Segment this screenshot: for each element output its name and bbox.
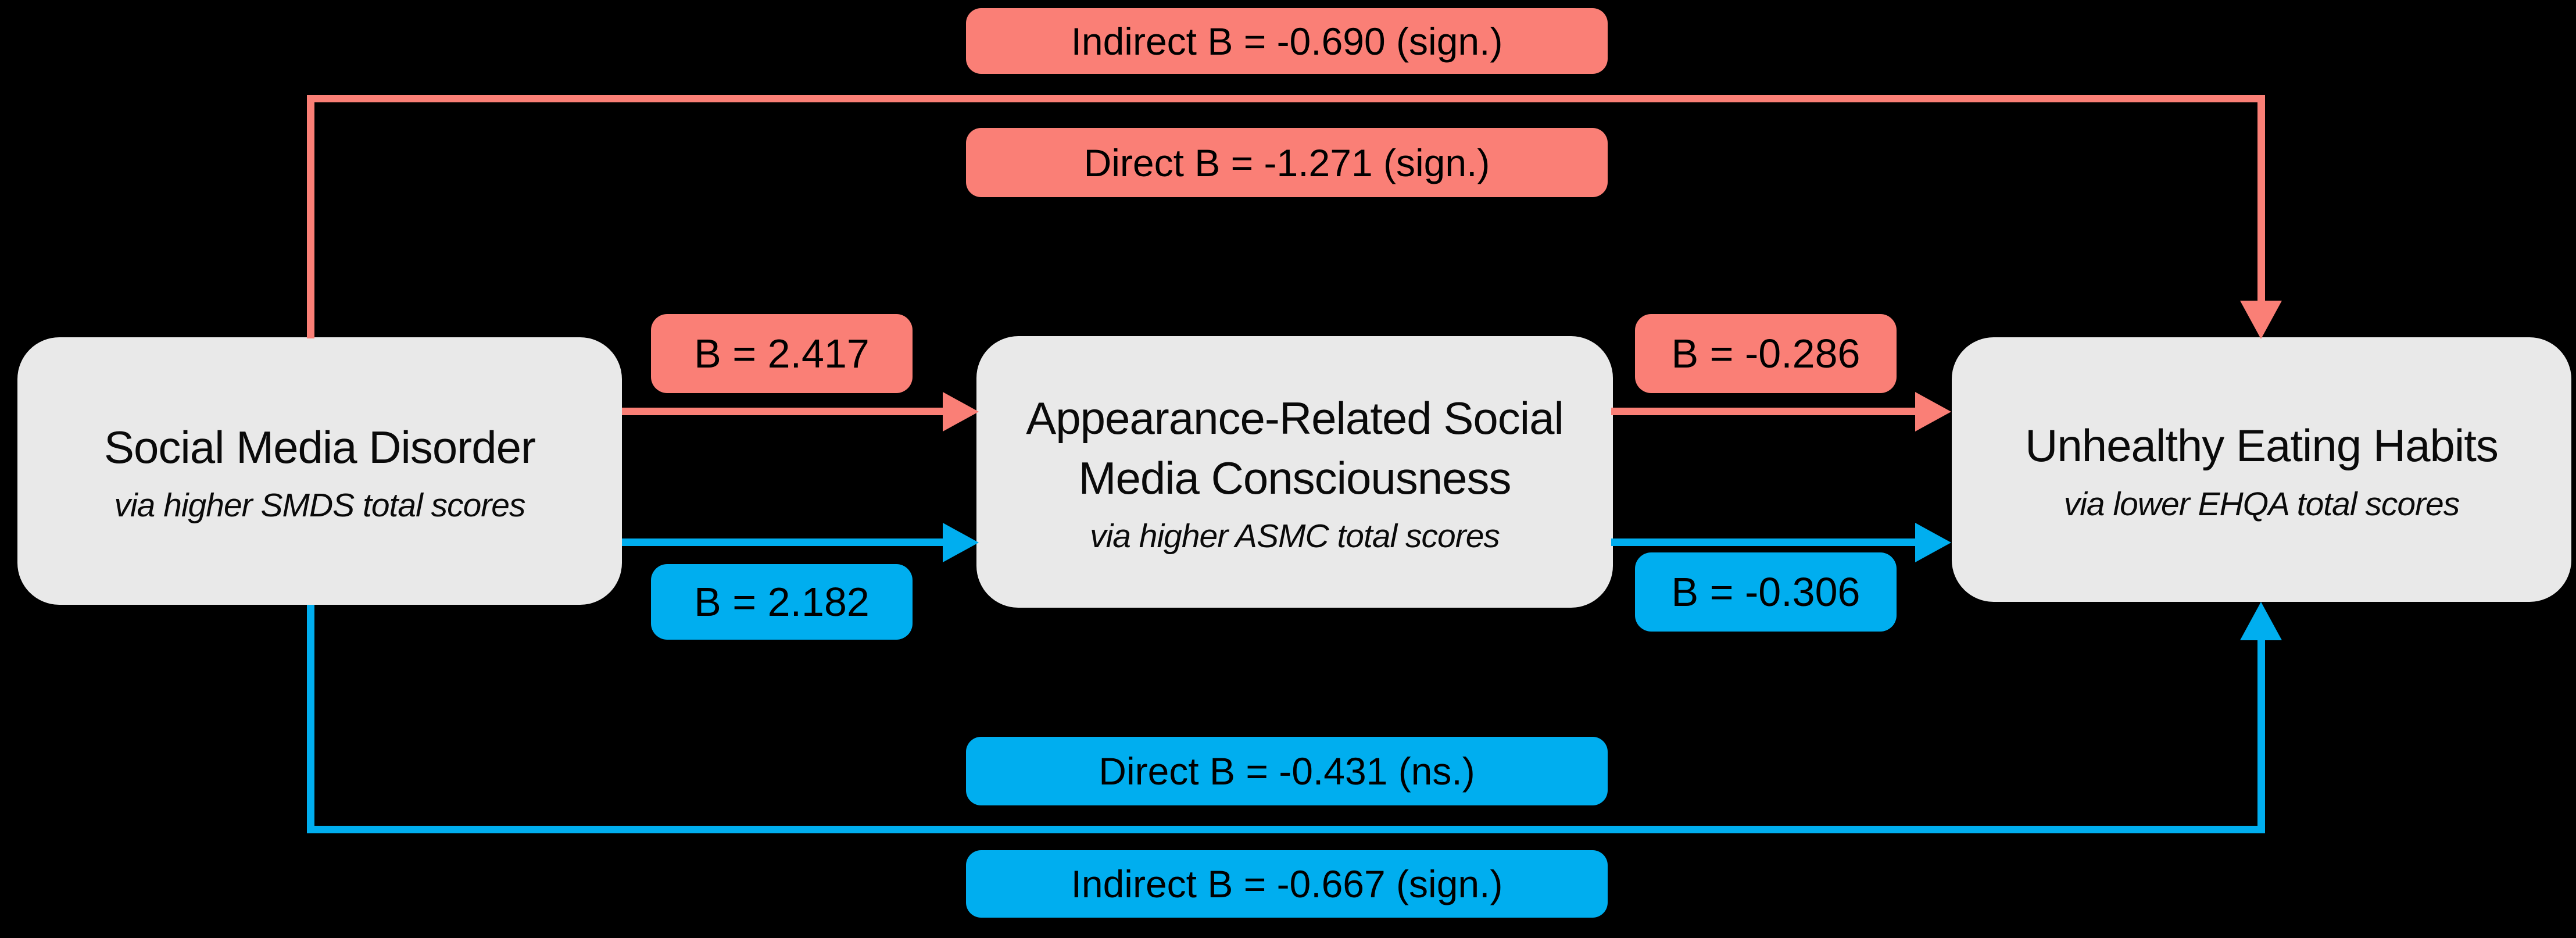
node-social-media-disorder-title: Social Media Disorder (104, 421, 536, 473)
label-blue-a-path-text: B = 2.182 (694, 579, 870, 625)
blue-elbow-right-leg (2257, 640, 2265, 833)
node-unhealthy-eating-habits: Unhealthy Eating Habits via lower EHQA t… (1952, 337, 2571, 602)
blue-b-path-arrowhead-icon (1915, 523, 1951, 562)
label-blue-indirect: Indirect B = -0.667 (sign.) (966, 850, 1608, 918)
red-elbow-right-leg (2257, 95, 2265, 301)
red-a-path-line (622, 408, 944, 415)
red-elbow-horizontal (307, 95, 2265, 102)
red-elbow-left-leg (307, 95, 314, 338)
node-social-media-disorder-subtitle: via higher SMDS total scores (114, 487, 526, 525)
label-red-direct: Direct B = -1.271 (sign.) (966, 128, 1608, 197)
node-asmc-subtitle: via higher ASMC total scores (1090, 518, 1500, 555)
node-appearance-related-social-media-consciousness: Appearance-Related Social Media Consciou… (976, 336, 1613, 608)
label-red-b-path: B = -0.286 (1635, 314, 1897, 393)
red-b-path-arrowhead-icon (1915, 392, 1951, 431)
label-red-direct-text: Direct B = -1.271 (sign.) (1083, 141, 1490, 184)
node-unhealthy-eating-habits-title: Unhealthy Eating Habits (2025, 420, 2499, 472)
label-blue-a-path: B = 2.182 (651, 564, 913, 640)
blue-elbow-left-leg (307, 605, 314, 833)
node-social-media-disorder: Social Media Disorder via higher SMDS to… (17, 337, 622, 605)
blue-b-path-line (1611, 538, 1916, 546)
label-blue-b-path-text: B = -0.306 (1671, 569, 1861, 615)
label-blue-indirect-text: Indirect B = -0.667 (sign.) (1071, 862, 1503, 905)
label-red-a-path-text: B = 2.417 (694, 331, 870, 376)
blue-a-path-arrowhead-icon (943, 523, 979, 562)
red-elbow-arrowhead-icon (2240, 301, 2282, 339)
node-unhealthy-eating-habits-subtitle: via lower EHQA total scores (2063, 485, 2460, 523)
label-red-a-path: B = 2.417 (651, 314, 913, 393)
red-b-path-line (1611, 408, 1916, 415)
label-blue-direct-text: Direct B = -0.431 (ns.) (1099, 750, 1475, 793)
red-a-path-arrowhead-icon (943, 392, 979, 431)
label-blue-direct: Direct B = -0.431 (ns.) (966, 737, 1608, 805)
blue-elbow-arrowhead-icon (2240, 602, 2282, 640)
blue-a-path-line (622, 538, 944, 546)
node-asmc-title: Appearance-Related Social Media Consciou… (1026, 392, 1564, 504)
label-red-b-path-text: B = -0.286 (1671, 331, 1861, 376)
label-red-indirect: Indirect B = -0.690 (sign.) (966, 8, 1608, 74)
label-blue-b-path: B = -0.306 (1635, 552, 1897, 632)
blue-elbow-horizontal (307, 826, 2265, 833)
label-red-indirect-text: Indirect B = -0.690 (sign.) (1071, 19, 1503, 63)
